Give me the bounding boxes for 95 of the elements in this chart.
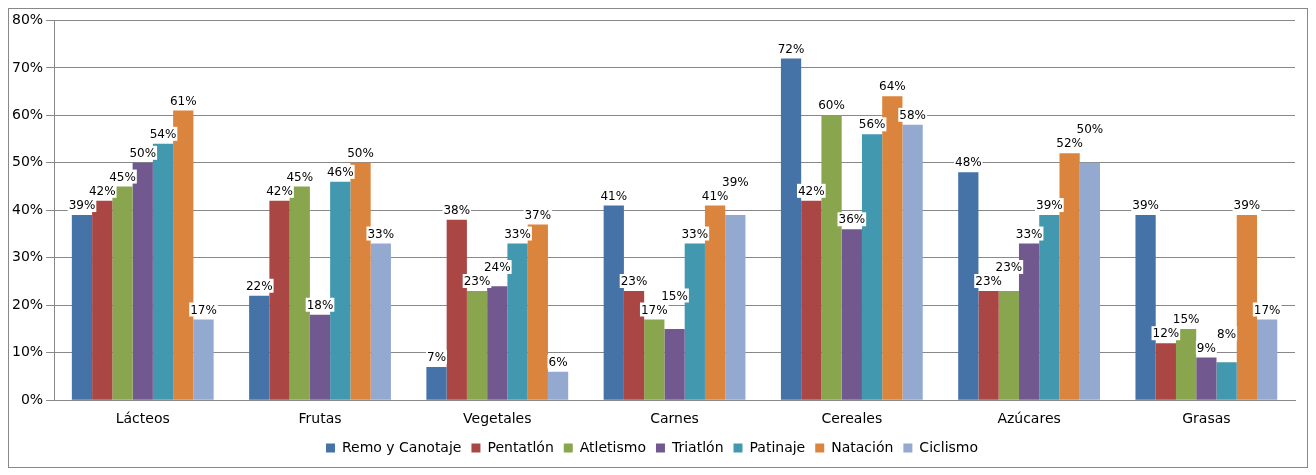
data-label: 50% [1076,122,1104,137]
data-label: 22% [245,278,273,293]
legend-label: Atletismo [579,438,646,455]
y-tick-label: 30% [11,248,44,265]
legend-label: Triatlón [670,438,724,455]
legend-label: Ciclismo [919,438,979,455]
data-label: 45% [286,169,314,184]
data-label: 15% [661,288,688,303]
y-tick-label: 0% [20,390,44,407]
data-label: 17% [190,302,217,317]
data-label: 33% [367,226,395,241]
x-tick-label: Grasas [1182,410,1231,427]
data-label: 42% [88,183,116,198]
y-tick-label: 20% [11,295,44,312]
bar [998,291,1019,400]
data-label: 8% [1217,326,1237,341]
data-label: 33% [504,226,531,241]
data-label: 64% [879,79,906,94]
data-label: 41% [701,188,729,203]
data-label: 18% [306,297,334,312]
data-label: 52% [1056,136,1083,151]
data-label: 61% [169,93,197,108]
bar [309,314,331,400]
bar [547,371,569,400]
data-label: 39% [68,198,96,213]
x-tick-label: Azúcares [997,410,1061,427]
data-label: 48% [954,155,982,170]
data-label: 42% [266,183,293,198]
data-label: 72% [777,41,805,56]
data-label: 46% [326,164,354,179]
bar [664,328,685,400]
data-label: 33% [681,226,709,241]
bar [193,319,214,400]
data-label: 54% [149,126,177,141]
bar [725,215,746,400]
x-tick-label: Cereales [821,410,883,427]
data-label: 24% [483,260,511,275]
y-tick-label: 60% [11,105,44,122]
data-label: 17% [640,302,668,317]
data-label: 58% [899,107,926,122]
data-label: 56% [858,117,886,132]
bar [841,229,862,400]
data-label: 39% [1233,198,1261,213]
data-label: 9% [1196,340,1216,355]
bar [426,366,447,400]
bar [487,286,508,400]
data-label: 36% [838,212,866,227]
bar [1257,319,1278,400]
data-label: 60% [818,98,845,113]
bar [1135,215,1156,400]
data-label: 45% [109,169,136,184]
data-label: 42% [797,183,825,198]
data-label: 23% [463,274,491,289]
legend-label: Remo y Canotaje [341,438,462,455]
data-label: 38% [443,202,471,217]
bar [71,215,93,400]
bar [1196,357,1217,400]
data-label: 23% [620,274,648,289]
bar [978,291,999,400]
x-tick-label: Carnes [650,410,699,427]
data-label: 23% [975,274,1002,289]
y-tick-label: 10% [11,343,44,360]
bar [644,319,665,400]
data-label: 12% [1152,326,1180,341]
bar [801,200,822,400]
data-label: 41% [600,188,628,203]
y-tick-label: 70% [11,58,44,75]
x-tick-label: Lácteos [115,410,170,427]
y-tick-label: 50% [11,153,44,170]
bar [249,295,270,400]
bar [1155,343,1176,400]
data-label: 37% [524,207,552,222]
data-label: 23% [995,260,1023,275]
bar [1079,162,1100,400]
data-label: 50% [347,145,374,160]
bar [1216,362,1237,400]
data-label: 39% [1036,198,1063,213]
data-label: 7% [426,350,447,365]
legend-label: Pentatlón [487,438,554,455]
legend-label: Patinaje [749,438,806,455]
data-label: 6% [548,354,568,369]
bar [466,291,488,400]
data-label: 17% [1253,302,1281,317]
data-label: 33% [1015,226,1043,241]
data-label: 39% [722,174,749,189]
data-label: 39% [1132,198,1159,213]
y-tick-label: 80% [11,11,44,28]
y-tick-label: 40% [11,200,44,217]
bar [370,243,391,400]
x-tick-label: Vegetales [463,410,532,427]
data-label: 50% [129,145,157,160]
legend-label: Natación [831,438,894,455]
data-label: 15% [1172,312,1200,327]
bar [902,124,923,400]
x-tick-label: Frutas [298,410,342,427]
